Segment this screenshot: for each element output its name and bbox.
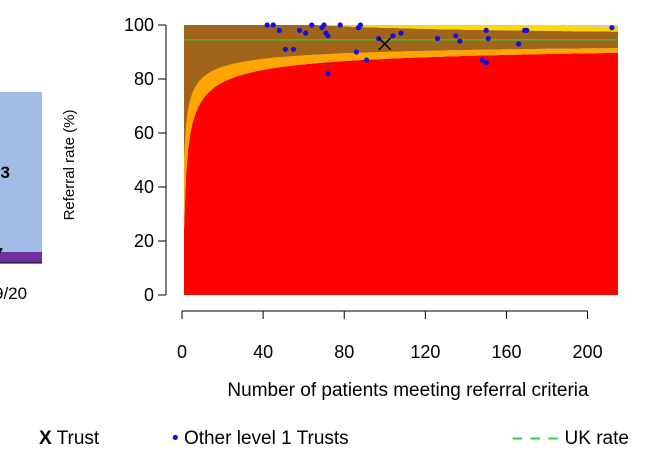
trust-legend-marker: X xyxy=(39,428,52,449)
left-x-tick-label: 9/20 xyxy=(0,284,27,303)
left-bar xyxy=(0,92,42,252)
other-trust-point xyxy=(353,49,359,55)
other-trust-point xyxy=(457,38,463,44)
other-trust-point xyxy=(270,22,276,28)
control-limits-region xyxy=(184,25,618,161)
other-trust-point xyxy=(479,57,485,63)
other-trust-point xyxy=(325,33,331,39)
other-trust-point xyxy=(276,27,282,33)
x-tick-label: 40 xyxy=(253,342,273,362)
y-tick-label: 60 xyxy=(134,123,154,143)
other-trust-point xyxy=(325,71,331,77)
legend-uk-rate: – – – UK rate xyxy=(512,428,629,450)
uk-rate-legend-label: UK rate xyxy=(564,428,629,449)
other-trust-point xyxy=(485,35,491,42)
y-tick-label: 40 xyxy=(134,177,154,197)
trust-legend-label: Trust xyxy=(56,428,100,449)
left-panel: 3 7 9/20 xyxy=(0,92,42,303)
other-trust-point xyxy=(363,57,370,63)
lower-warning-band xyxy=(184,48,618,231)
x-tick-label: 160 xyxy=(491,342,521,362)
other-trust-point xyxy=(337,22,343,28)
trust-marker-stroke xyxy=(378,37,392,51)
trust-marker xyxy=(378,37,392,51)
other-trust-point xyxy=(297,27,303,33)
y-axis-label: Referral rate (%) xyxy=(61,110,78,221)
outer-limit-region xyxy=(184,52,618,295)
other-trust-point xyxy=(303,30,309,36)
y-tick-label: 100 xyxy=(124,15,154,35)
left-bar-value-label: 3 xyxy=(1,163,10,182)
left-bar-low xyxy=(0,252,42,263)
left-bar-low-label: 7 xyxy=(0,245,3,262)
x-tick-label: 0 xyxy=(177,342,187,362)
legend-trust: X Trust xyxy=(39,428,99,450)
other-trust-point xyxy=(357,22,364,28)
y-tick-label: 80 xyxy=(134,69,154,89)
other-trust-point xyxy=(524,27,530,33)
other-trust-point xyxy=(434,35,441,42)
other-trust-point xyxy=(609,25,615,31)
other-trust-point xyxy=(390,33,396,39)
other-trust-point xyxy=(483,60,489,66)
x-tick-label: 120 xyxy=(410,342,440,362)
x-axis: 0 40 80 120 160 200 xyxy=(177,310,603,362)
other-trust-point xyxy=(516,41,522,47)
x-tick-label: 200 xyxy=(573,342,603,362)
other-trusts-legend-label: Other level 1 Trusts xyxy=(183,428,349,449)
other-trust-point xyxy=(321,22,327,28)
uk-rate-legend-marker: – – – xyxy=(512,428,560,449)
upper-outer-band xyxy=(184,25,618,27)
other-trust-point xyxy=(453,33,459,39)
other-trusts-legend-marker: • xyxy=(172,428,179,449)
x-tick-label: 80 xyxy=(334,342,354,362)
y-tick-label: 0 xyxy=(144,285,154,305)
other-trust-point xyxy=(398,30,404,36)
other-trust-point xyxy=(483,27,489,33)
other-trust-point xyxy=(264,22,270,28)
other-trust-point xyxy=(309,22,315,28)
plot-area xyxy=(184,22,618,295)
x-axis-label: Number of patients meeting referral crit… xyxy=(227,380,589,401)
y-axis: 0 20 40 60 80 100 xyxy=(124,15,167,305)
y-tick-label: 20 xyxy=(134,231,154,251)
other-trust-point xyxy=(282,46,289,52)
other-trust-point xyxy=(290,46,297,52)
upper-warning-band xyxy=(184,25,618,32)
legend-other-trusts: • Other level 1 Trusts xyxy=(172,428,349,450)
other-trusts-points xyxy=(264,22,615,77)
